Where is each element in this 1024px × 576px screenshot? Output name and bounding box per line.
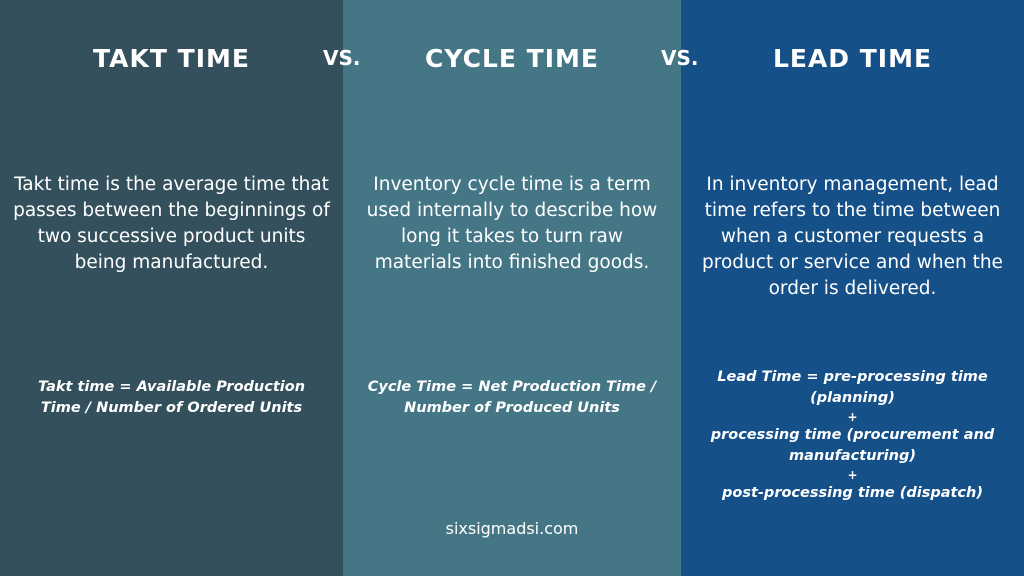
formula-line: processing time (procurement and manufac…	[710, 427, 995, 464]
cycle-time-description: Inventory cycle time is a term used inte…	[366, 174, 658, 273]
takt-time-title: TAKT TIME	[93, 44, 250, 73]
lead-time-panel: LEAD TIME In inventory management, lead …	[681, 0, 1024, 576]
lead-time-title: LEAD TIME	[772, 44, 933, 73]
cycle-time-panel: CYCLE TIME Inventory cycle time is a ter…	[343, 0, 681, 576]
website-footer: sixsigmadsi.com	[445, 519, 579, 538]
cycle-time-title: CYCLE TIME	[425, 44, 599, 73]
takt-time-formula: Takt time = Available Production Time / …	[37, 379, 306, 416]
vs-separator-1: VS.	[323, 46, 361, 70]
lead-time-formula: Lead Time = pre-processing time (plannin…	[701, 367, 1004, 504]
lead-time-description: In inventory management, lead time refer…	[702, 174, 1003, 299]
vs-separator-2: VS.	[661, 46, 699, 70]
formula-line: Lead Time = pre-processing time (plannin…	[717, 369, 988, 406]
takt-time-description: Takt time is the average time that passe…	[13, 174, 330, 273]
cycle-time-formula: Cycle Time = Net Production Time / Numbe…	[367, 379, 657, 416]
formula-plus: +	[847, 410, 858, 424]
takt-time-panel: TAKT TIME Takt time is the average time …	[0, 0, 343, 576]
formula-plus: +	[847, 468, 858, 482]
formula-line: post-processing time (dispatch)	[722, 485, 983, 501]
